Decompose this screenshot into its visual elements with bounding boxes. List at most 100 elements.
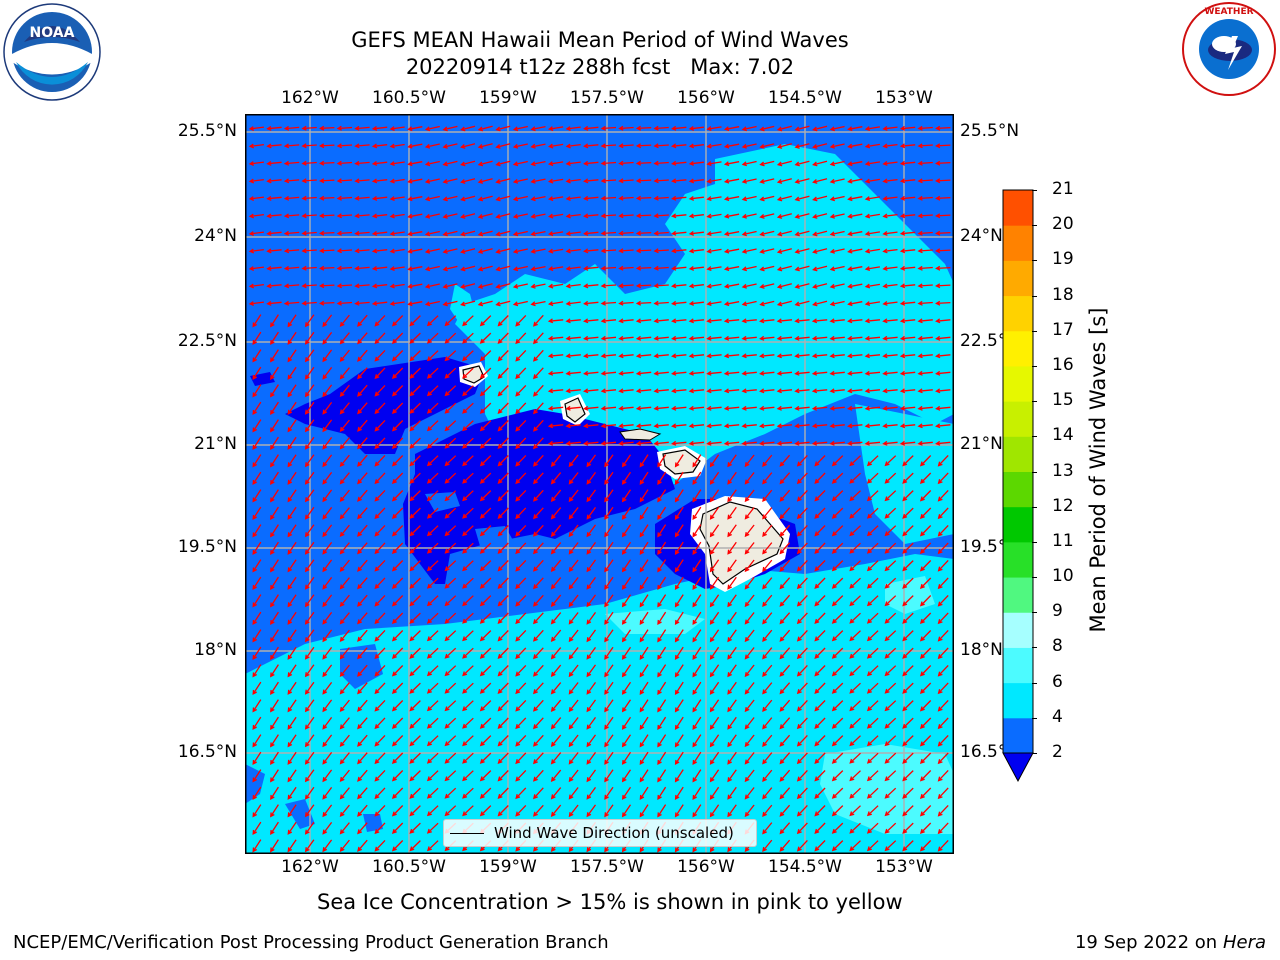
wind-wave-arrow — [568, 612, 579, 625]
wind-wave-arrow — [444, 455, 457, 467]
wind-wave-arrow — [829, 388, 845, 394]
wind-wave-arrow — [902, 455, 914, 467]
wind-wave-arrow — [565, 161, 581, 167]
wind-wave-arrow — [744, 542, 755, 555]
wind-wave-arrow — [497, 805, 509, 817]
wind-wave-arrow — [287, 506, 297, 520]
wind-wave-arrow — [477, 178, 493, 184]
wind-wave-arrow — [270, 506, 279, 521]
wind-wave-arrow — [899, 195, 916, 201]
wind-wave-arrow — [776, 335, 793, 341]
wind-wave-arrow — [479, 507, 492, 519]
wind-wave-arrow — [866, 560, 879, 572]
wind-wave-arrow — [604, 786, 614, 800]
wind-wave-arrow — [937, 787, 949, 800]
wind-wave-arrow — [283, 230, 300, 236]
wind-wave-arrow — [902, 612, 914, 624]
wind-wave-arrow — [937, 752, 949, 765]
wind-wave-arrow — [794, 125, 810, 132]
wind-wave-arrow — [935, 248, 951, 254]
wind-wave-arrow — [462, 735, 474, 747]
wind-wave-arrow — [618, 353, 634, 359]
wind-wave-arrow — [864, 196, 881, 202]
wind-wave-arrow — [322, 717, 333, 730]
wind-wave-arrow — [530, 300, 546, 307]
wind-wave-arrow — [811, 335, 828, 341]
wind-wave-arrow — [741, 143, 757, 149]
wind-wave-arrow — [600, 125, 617, 131]
wind-wave-arrow — [741, 230, 757, 237]
wind-wave-arrow — [357, 542, 368, 555]
wind-wave-arrow — [322, 839, 333, 853]
wind-wave-arrow — [407, 301, 423, 307]
wind-wave-arrow — [919, 822, 932, 834]
wind-wave-arrow — [618, 388, 634, 394]
wind-wave-arrow — [618, 230, 634, 236]
wind-wave-arrow — [586, 699, 597, 713]
wind-wave-arrow — [266, 143, 282, 149]
wind-wave-arrow — [759, 265, 775, 272]
wind-wave-arrow — [639, 594, 649, 608]
wind-wave-arrow — [357, 839, 368, 852]
wind-wave-arrow — [635, 423, 652, 429]
wind-wave-arrow — [882, 195, 898, 201]
wind-wave-arrow — [884, 805, 897, 817]
wind-wave-arrow — [304, 751, 315, 765]
wind-wave-arrow — [741, 440, 757, 446]
wind-wave-arrow — [917, 335, 933, 341]
wind-wave-arrow — [794, 213, 810, 219]
wind-wave-arrow — [389, 266, 405, 272]
wind-wave-arrow — [882, 405, 898, 411]
wind-wave-arrow — [796, 454, 808, 467]
wind-wave-arrow — [779, 734, 791, 747]
wind-wave-arrow — [357, 314, 368, 327]
wind-wave-arrow — [621, 804, 632, 818]
wind-wave-arrow — [762, 612, 773, 625]
wind-wave-arrow — [319, 195, 335, 201]
colorbar-segment — [1003, 295, 1033, 332]
wind-wave-arrow — [374, 769, 386, 782]
wind-wave-arrow — [248, 213, 264, 219]
wind-wave-arrow — [759, 440, 775, 446]
wind-wave-arrow — [814, 805, 826, 817]
wind-wave-arrow — [847, 213, 863, 219]
wind-wave-arrow — [426, 385, 439, 397]
wind-wave-arrow — [460, 125, 476, 132]
wind-wave-arrow — [515, 664, 527, 677]
wind-wave-arrow — [252, 471, 262, 486]
wind-wave-arrow — [270, 629, 279, 643]
wind-wave-arrow — [389, 213, 405, 219]
wind-wave-arrow — [442, 125, 458, 132]
wind-wave-arrow — [304, 541, 315, 555]
wind-wave-arrow — [814, 542, 826, 554]
wind-wave-arrow — [547, 126, 564, 132]
wind-wave-arrow — [357, 629, 368, 642]
wind-wave-arrow — [322, 734, 333, 748]
wind-wave-arrow — [583, 423, 599, 429]
wind-wave-arrow — [462, 525, 474, 537]
wind-wave-arrow — [515, 734, 527, 747]
wind-wave-arrow — [706, 126, 722, 132]
wind-wave-arrow — [322, 752, 333, 765]
wind-wave-arrow — [371, 160, 388, 166]
wind-wave-arrow — [426, 577, 439, 589]
wind-wave-arrow — [849, 507, 861, 519]
wind-wave-arrow — [794, 248, 810, 254]
wind-wave-arrow — [287, 716, 297, 730]
wind-wave-arrow — [533, 769, 544, 782]
wind-wave-arrow — [515, 367, 527, 380]
wind-wave-arrow — [604, 454, 614, 468]
wind-wave-arrow — [586, 577, 597, 590]
wind-wave-arrow — [550, 717, 562, 730]
wind-wave-arrow — [479, 525, 492, 537]
wind-wave-arrow — [252, 576, 262, 591]
wind-wave-arrow — [796, 647, 808, 660]
wind-wave-arrow — [270, 419, 279, 433]
wind-wave-arrow — [604, 611, 614, 625]
wind-wave-arrow — [794, 230, 810, 237]
wind-wave-arrow — [723, 423, 740, 429]
wind-wave-arrow — [864, 248, 881, 254]
wind-wave-arrow — [639, 734, 649, 748]
wind-wave-arrow — [902, 787, 914, 799]
wind-wave-arrow — [779, 577, 791, 590]
